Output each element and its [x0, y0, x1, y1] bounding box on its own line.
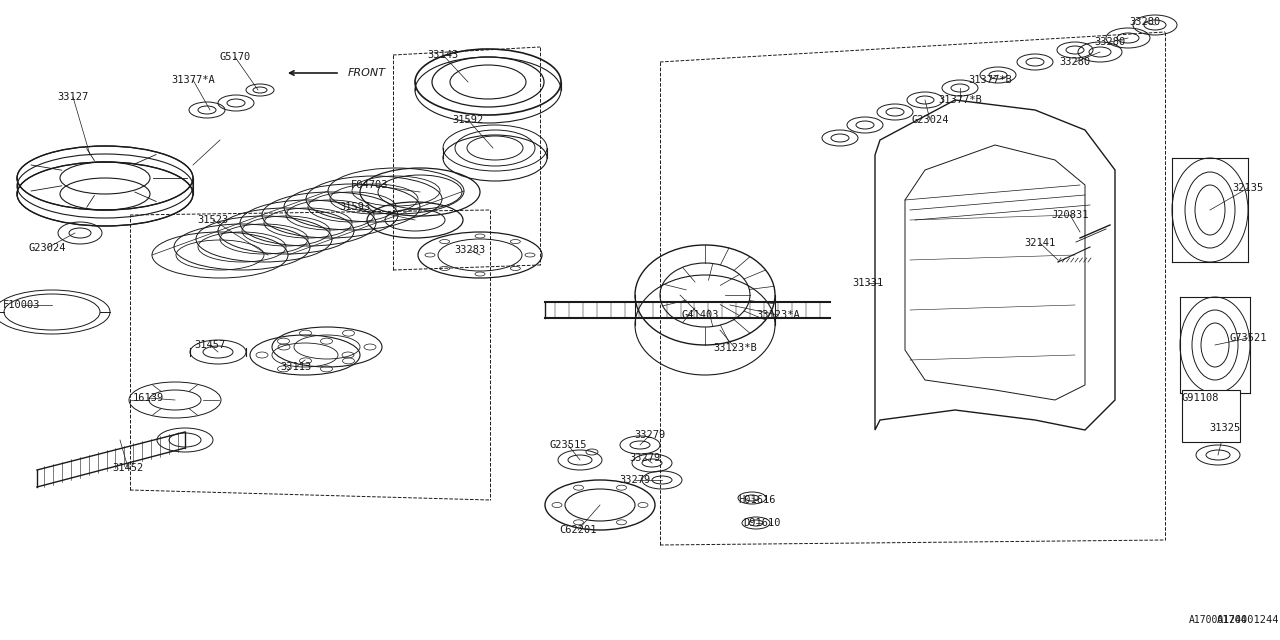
Polygon shape — [37, 432, 186, 487]
Text: A170001244: A170001244 — [1217, 615, 1279, 625]
Text: 31593: 31593 — [339, 202, 371, 212]
Text: D91610: D91610 — [744, 518, 781, 528]
Text: A170001244: A170001244 — [1189, 615, 1248, 625]
Text: 33127: 33127 — [58, 92, 88, 102]
Text: 33279: 33279 — [620, 475, 650, 485]
Text: 33280: 33280 — [1060, 57, 1091, 67]
Text: 31377*B: 31377*B — [968, 75, 1012, 85]
Text: 31592: 31592 — [452, 115, 484, 125]
Text: 33123*A: 33123*A — [756, 310, 800, 320]
Text: FRONT: FRONT — [348, 68, 387, 78]
Text: G73521: G73521 — [1229, 333, 1267, 343]
Text: 33123*B: 33123*B — [713, 343, 756, 353]
Text: G5170: G5170 — [219, 52, 251, 62]
Text: 31523: 31523 — [197, 215, 229, 225]
Text: 32135: 32135 — [1233, 183, 1263, 193]
Text: G23024: G23024 — [28, 243, 65, 253]
Text: 33113: 33113 — [280, 362, 311, 372]
Text: 31377*A: 31377*A — [172, 75, 215, 85]
Text: H01616: H01616 — [739, 495, 776, 505]
Text: 33279: 33279 — [630, 453, 660, 463]
Text: G23515: G23515 — [549, 440, 586, 450]
Text: J20831: J20831 — [1051, 210, 1089, 220]
Text: 33143: 33143 — [428, 50, 458, 60]
Text: 33280: 33280 — [1094, 37, 1125, 47]
Polygon shape — [876, 100, 1115, 430]
Text: 31457: 31457 — [195, 340, 225, 350]
Text: F10003: F10003 — [4, 300, 41, 310]
Text: 33283: 33283 — [454, 245, 485, 255]
Text: G91108: G91108 — [1181, 393, 1219, 403]
Polygon shape — [905, 145, 1085, 400]
Text: 32141: 32141 — [1024, 238, 1056, 248]
Bar — [1181, 390, 1240, 442]
Text: 16139: 16139 — [132, 393, 164, 403]
Text: 31325: 31325 — [1210, 423, 1240, 433]
Text: 31452: 31452 — [113, 463, 143, 473]
Text: G23024: G23024 — [911, 115, 948, 125]
Text: F04703: F04703 — [351, 180, 389, 190]
Text: G41403: G41403 — [681, 310, 719, 320]
Text: C62201: C62201 — [559, 525, 596, 535]
Text: 31377*B: 31377*B — [938, 95, 982, 105]
Text: 33279: 33279 — [635, 430, 666, 440]
Text: 33280: 33280 — [1129, 17, 1161, 27]
Text: 31331: 31331 — [852, 278, 883, 288]
